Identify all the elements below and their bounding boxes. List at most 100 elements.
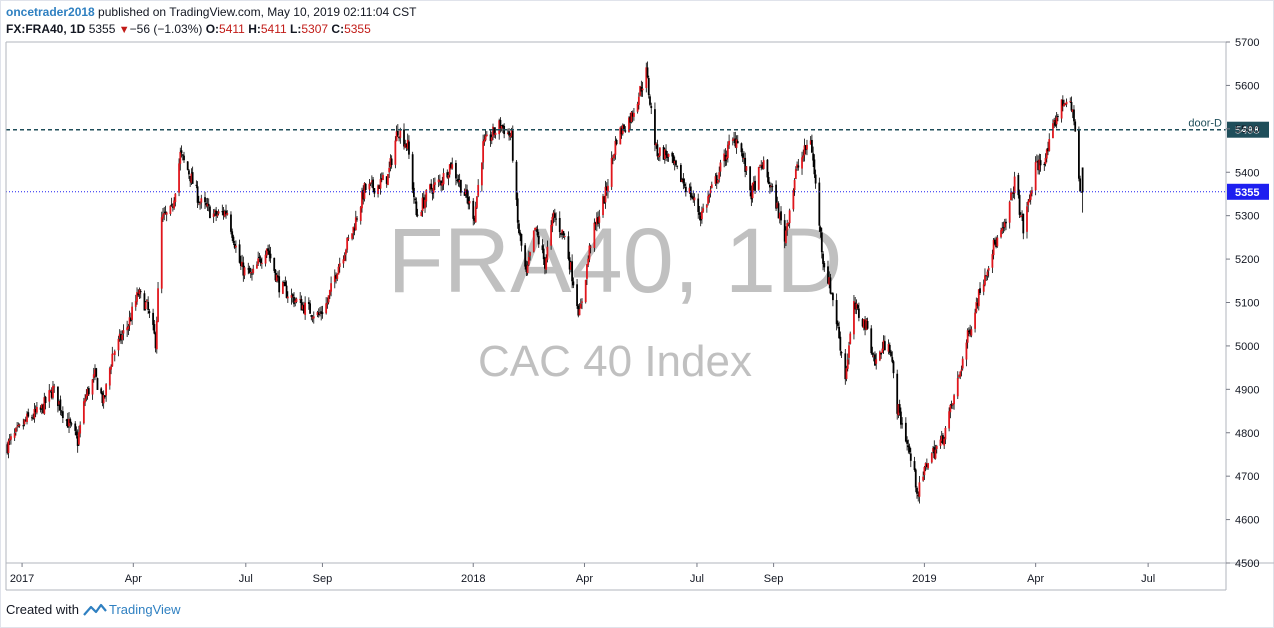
candle (1071, 109, 1074, 119)
candle (639, 85, 642, 97)
candle (39, 405, 42, 413)
candle (958, 374, 960, 379)
candle (723, 149, 726, 168)
candle-body (639, 86, 642, 96)
candle-body (603, 196, 606, 204)
candle (356, 215, 358, 222)
y-tick-label: 5000 (1235, 341, 1259, 353)
candle-body (1080, 191, 1083, 193)
candle-body (299, 298, 302, 300)
candle (354, 210, 357, 231)
candle-body (509, 136, 512, 138)
candle-body (138, 289, 141, 295)
candle-body (777, 203, 780, 219)
candle-body (982, 284, 985, 292)
candle (1056, 113, 1059, 122)
plot-area (6, 61, 1084, 504)
candle (17, 422, 20, 428)
candle (888, 342, 891, 355)
candle-body (424, 199, 426, 209)
candle-body (733, 138, 735, 140)
candle (822, 251, 824, 271)
candle-body (1012, 192, 1015, 194)
candle-body (147, 301, 150, 310)
candle (563, 233, 566, 240)
candle-body (840, 352, 843, 354)
candle-body (260, 262, 263, 264)
candle (519, 229, 522, 242)
candle-body (944, 427, 947, 440)
candle-body (22, 425, 25, 427)
candle (476, 196, 478, 210)
candle-body (723, 153, 726, 162)
candle (85, 389, 88, 402)
candle (169, 205, 172, 216)
candle-body (836, 322, 839, 326)
candle (699, 212, 702, 227)
candle-body (111, 353, 114, 367)
horizontal-lines[interactable]: 5498 door-D 5355 (6, 118, 1269, 200)
candle-body (576, 284, 578, 306)
candle-body (896, 373, 899, 414)
candle (675, 159, 677, 167)
candle-body (587, 258, 590, 266)
candle (797, 158, 800, 171)
candle (553, 208, 556, 223)
candle-body (222, 211, 225, 216)
candle (422, 191, 425, 209)
candle-body (353, 228, 356, 231)
author-link[interactable]: oncetrader2018 (6, 5, 95, 19)
candle (866, 317, 869, 330)
candle-body (882, 340, 885, 350)
candle-body (112, 353, 115, 355)
candle-body (373, 188, 376, 194)
candle-body (856, 305, 859, 309)
candle (259, 255, 262, 267)
candle (31, 414, 33, 421)
candle-body (1078, 129, 1080, 179)
candle (620, 125, 623, 139)
candle (775, 180, 777, 211)
candle (923, 465, 926, 480)
candle-body (474, 206, 477, 223)
candle (987, 265, 990, 278)
candle-body (320, 311, 323, 314)
candle (752, 176, 755, 191)
candle (944, 425, 947, 445)
candle (248, 265, 251, 274)
candle-body (248, 267, 251, 274)
candle-body (898, 404, 901, 413)
candle-body (986, 271, 989, 277)
candle-body (372, 179, 375, 189)
down-arrow-icon: ▼ (118, 24, 130, 36)
candle-body (558, 217, 561, 233)
tradingview-brand-link[interactable]: TradingView (108, 602, 181, 617)
candle (13, 428, 16, 442)
candle (154, 331, 157, 353)
candle (352, 226, 355, 240)
candle-body (881, 348, 884, 353)
candle (189, 175, 192, 187)
candle (792, 188, 795, 212)
candle (74, 421, 77, 436)
candle-body (629, 116, 632, 123)
candle-body (467, 197, 470, 205)
candle-body (1001, 228, 1004, 232)
y-tick-label: 4600 (1235, 515, 1259, 527)
candle-body (498, 120, 501, 135)
candle-body (829, 277, 832, 294)
candle (881, 341, 884, 354)
candle-body (571, 261, 574, 282)
candle (588, 243, 591, 263)
candle (701, 206, 703, 224)
candle-body (510, 130, 513, 137)
candle-body (725, 156, 728, 160)
candle (733, 131, 735, 144)
candle-body (225, 210, 227, 215)
candle-body (312, 316, 315, 319)
candle-body (823, 263, 826, 268)
candle (520, 233, 523, 252)
candle-body (932, 447, 934, 452)
price-label: 5355 (1235, 187, 1259, 199)
